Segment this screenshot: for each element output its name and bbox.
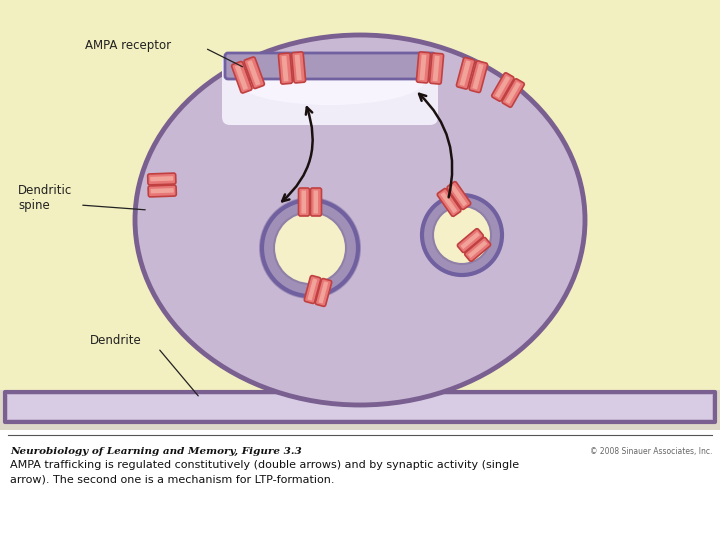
FancyBboxPatch shape bbox=[472, 64, 484, 90]
Ellipse shape bbox=[135, 35, 585, 405]
FancyBboxPatch shape bbox=[305, 275, 320, 303]
FancyBboxPatch shape bbox=[447, 181, 471, 210]
FancyBboxPatch shape bbox=[457, 228, 483, 253]
Text: AMPA receptor: AMPA receptor bbox=[85, 38, 171, 51]
FancyBboxPatch shape bbox=[468, 241, 487, 258]
FancyBboxPatch shape bbox=[232, 62, 252, 93]
Text: Dendritic
spine: Dendritic spine bbox=[18, 184, 72, 212]
FancyBboxPatch shape bbox=[313, 191, 318, 213]
FancyBboxPatch shape bbox=[150, 188, 174, 193]
FancyBboxPatch shape bbox=[244, 57, 264, 89]
FancyBboxPatch shape bbox=[310, 188, 322, 216]
FancyBboxPatch shape bbox=[505, 82, 521, 104]
FancyBboxPatch shape bbox=[292, 52, 305, 83]
FancyBboxPatch shape bbox=[299, 188, 310, 216]
FancyBboxPatch shape bbox=[456, 57, 474, 89]
Bar bbox=[8, 395, 712, 419]
FancyBboxPatch shape bbox=[150, 176, 174, 181]
Circle shape bbox=[422, 195, 502, 275]
FancyBboxPatch shape bbox=[247, 60, 261, 85]
Bar bbox=[0, 390, 720, 432]
Text: Dendrite: Dendrite bbox=[90, 334, 142, 347]
Circle shape bbox=[262, 200, 358, 296]
FancyBboxPatch shape bbox=[502, 79, 524, 107]
Text: Neurobiology of Learning and Memory, Figure 3.3: Neurobiology of Learning and Memory, Fig… bbox=[10, 447, 302, 456]
FancyBboxPatch shape bbox=[282, 56, 289, 82]
FancyBboxPatch shape bbox=[461, 232, 480, 249]
Bar bbox=[0, 0, 720, 430]
Circle shape bbox=[259, 197, 361, 299]
FancyBboxPatch shape bbox=[469, 61, 487, 92]
FancyBboxPatch shape bbox=[492, 73, 514, 101]
FancyBboxPatch shape bbox=[437, 188, 461, 217]
FancyBboxPatch shape bbox=[302, 191, 306, 213]
FancyBboxPatch shape bbox=[235, 65, 248, 90]
FancyBboxPatch shape bbox=[451, 185, 467, 206]
FancyBboxPatch shape bbox=[430, 53, 444, 84]
FancyBboxPatch shape bbox=[495, 76, 510, 98]
FancyBboxPatch shape bbox=[222, 54, 438, 125]
FancyBboxPatch shape bbox=[307, 279, 317, 300]
FancyBboxPatch shape bbox=[433, 56, 440, 82]
FancyBboxPatch shape bbox=[416, 52, 431, 83]
FancyBboxPatch shape bbox=[464, 238, 490, 261]
FancyBboxPatch shape bbox=[279, 53, 292, 84]
Text: arrow). The second one is a mechanism for LTP-formation.: arrow). The second one is a mechanism fo… bbox=[10, 474, 335, 484]
FancyBboxPatch shape bbox=[420, 55, 426, 80]
FancyBboxPatch shape bbox=[148, 173, 176, 185]
Text: © 2008 Sinauer Associates, Inc.: © 2008 Sinauer Associates, Inc. bbox=[590, 447, 712, 456]
FancyBboxPatch shape bbox=[148, 185, 176, 197]
FancyBboxPatch shape bbox=[459, 60, 471, 86]
Bar bbox=[5, 392, 715, 422]
Bar bbox=[0, 430, 720, 540]
Circle shape bbox=[433, 206, 491, 264]
Circle shape bbox=[274, 212, 346, 284]
FancyBboxPatch shape bbox=[294, 55, 302, 80]
FancyBboxPatch shape bbox=[441, 192, 457, 213]
FancyBboxPatch shape bbox=[225, 53, 435, 79]
FancyBboxPatch shape bbox=[315, 279, 332, 306]
FancyBboxPatch shape bbox=[318, 281, 328, 303]
Ellipse shape bbox=[235, 55, 425, 105]
Text: AMPA trafficking is regulated constitutively (double arrows) and by synaptic act: AMPA trafficking is regulated constituti… bbox=[10, 460, 519, 470]
